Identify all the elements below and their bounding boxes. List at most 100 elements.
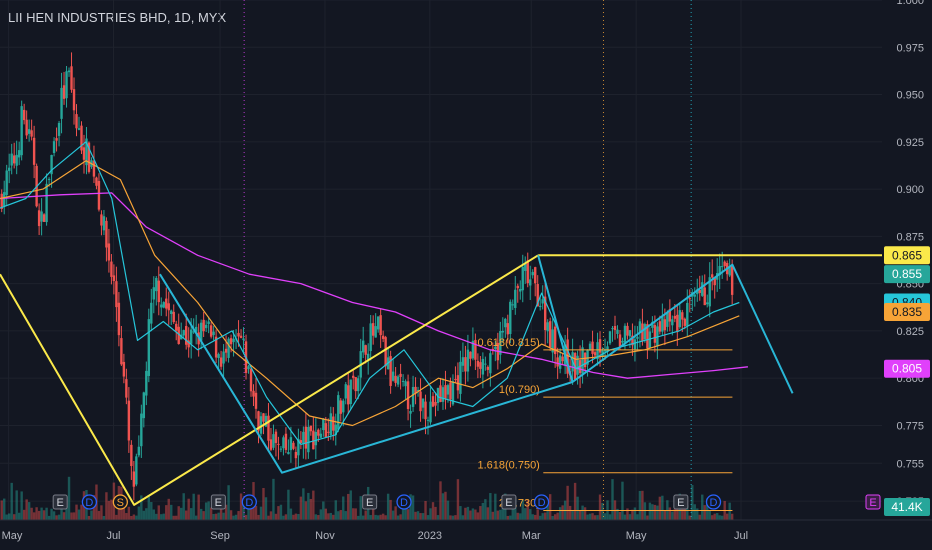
event-badge[interactable] [241, 494, 257, 510]
event-badge[interactable] [52, 494, 68, 510]
candle-body [618, 334, 622, 347]
candle-body [317, 429, 320, 436]
volume-bar [511, 504, 514, 520]
volume-bar [35, 507, 38, 520]
candle-body [112, 275, 116, 282]
candle-body [481, 358, 485, 375]
volume-bar [621, 481, 624, 520]
drawings [0, 254, 882, 506]
volume-bar [603, 513, 607, 520]
candle-body [476, 360, 480, 367]
volume-bar [142, 510, 146, 520]
event-badge[interactable] [210, 494, 226, 510]
candle-body [314, 431, 318, 446]
volume-bar [548, 494, 552, 520]
event-letter: S [117, 497, 124, 509]
volume-bar [289, 508, 293, 520]
candle-body [426, 419, 430, 421]
vertical-markers [243, 0, 692, 520]
volume-bar [476, 512, 480, 520]
volume-bar [379, 514, 382, 520]
event-badge[interactable] [362, 494, 378, 510]
candle-body [718, 266, 721, 276]
volume-bar [416, 511, 420, 520]
event-badge[interactable] [81, 494, 98, 510]
volume-bar [217, 512, 220, 520]
volume-bar [222, 512, 225, 520]
candle-body [693, 294, 696, 297]
volume-bar [648, 502, 652, 520]
event-badge[interactable] [112, 494, 129, 510]
candle-body [598, 339, 602, 353]
candle-body [706, 302, 709, 305]
candle-body [551, 329, 554, 353]
volume-bar [701, 494, 704, 520]
x-tick-label: Sep [210, 530, 230, 542]
volume-bar [451, 515, 455, 520]
volume-bar [342, 496, 345, 520]
volume-bar [409, 494, 412, 520]
volume-bar [194, 515, 198, 520]
volume-bar [601, 502, 604, 520]
candle-body [539, 305, 542, 308]
volume-bar [516, 512, 519, 520]
candle-body [633, 339, 637, 350]
candle-body [102, 216, 106, 231]
volume-bar [568, 505, 572, 520]
candle-body [347, 385, 350, 405]
volume-bar [237, 511, 240, 520]
volume-bar [334, 500, 337, 520]
candle-body [32, 137, 36, 165]
volume-bar [52, 511, 56, 520]
candle-body [601, 350, 604, 356]
volume-bar [282, 515, 285, 520]
candle-body [646, 324, 649, 349]
volume-bar [207, 501, 210, 520]
volume-label-box [884, 498, 930, 516]
volume-bar [319, 509, 323, 520]
candle-body [391, 371, 395, 381]
candle-body [519, 289, 522, 292]
fib-label: 1.618(0.750) [477, 460, 539, 472]
volume-bar [229, 510, 233, 520]
price-label-box [884, 246, 930, 265]
candle-body [673, 315, 677, 319]
event-badge[interactable] [705, 494, 722, 510]
candle-body [454, 378, 457, 380]
candle-body [272, 434, 275, 448]
candle-body [431, 396, 435, 407]
candle-body [172, 311, 175, 323]
volume-bar [25, 499, 28, 520]
candle-body [125, 379, 128, 398]
event-badge[interactable] [396, 494, 412, 510]
volume-bar [414, 511, 417, 520]
volume-bar [60, 503, 63, 520]
event-badge[interactable] [533, 494, 550, 510]
candle-body [232, 338, 235, 343]
candle-body [461, 357, 465, 366]
candle-body [292, 442, 295, 449]
event-letter: D [85, 497, 93, 509]
candle-body [516, 285, 519, 289]
candle-body [504, 318, 507, 328]
volume-bar [5, 514, 8, 520]
volume-bar [12, 514, 16, 520]
event-letter: D [538, 497, 546, 509]
candle-body [27, 129, 31, 134]
event-badge[interactable] [501, 494, 517, 510]
event-badge[interactable] [673, 494, 689, 510]
volume-bar [274, 513, 278, 520]
candle-body [511, 304, 514, 306]
volume-bar [479, 506, 482, 520]
candle-body [631, 335, 634, 346]
volume-bar [386, 493, 390, 520]
volume-bar [439, 481, 442, 520]
candle-body [456, 375, 460, 391]
candle-body [269, 439, 273, 450]
last-event-badge[interactable] [865, 494, 881, 510]
volume-bar [671, 511, 674, 520]
candle-body [459, 361, 462, 394]
candle-body [22, 109, 26, 121]
